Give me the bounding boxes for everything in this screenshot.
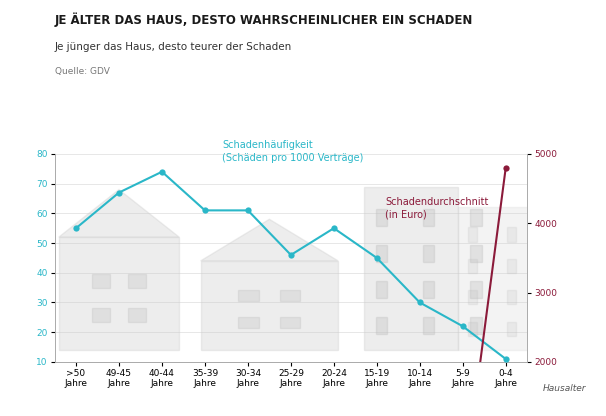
Polygon shape [201,261,338,350]
Polygon shape [468,290,478,305]
Text: Je jünger das Haus, desto teurer der Schaden: Je jünger das Haus, desto teurer der Sch… [55,42,292,52]
Polygon shape [468,259,478,273]
Polygon shape [507,290,516,305]
Polygon shape [468,322,478,336]
Polygon shape [92,308,110,322]
Polygon shape [423,317,435,334]
Polygon shape [59,237,179,350]
Polygon shape [507,322,516,336]
Text: JE ÄLTER DAS HAUS, DESTO WAHRSCHEINLICHER EIN SCHADEN: JE ÄLTER DAS HAUS, DESTO WAHRSCHEINLICHE… [55,12,473,27]
Polygon shape [459,208,536,350]
Polygon shape [507,228,516,242]
Polygon shape [423,281,435,298]
Polygon shape [468,228,478,242]
Polygon shape [376,281,387,298]
Polygon shape [364,187,459,350]
Text: Schadenhäufigkeit
(Schäden pro 1000 Verträge): Schadenhäufigkeit (Schäden pro 1000 Vert… [222,141,364,163]
Polygon shape [280,290,301,301]
Text: Hausalter: Hausalter [542,384,586,394]
Polygon shape [470,245,482,262]
Polygon shape [545,228,554,242]
Polygon shape [92,275,110,288]
Polygon shape [545,259,554,273]
Polygon shape [545,290,554,305]
Polygon shape [128,308,146,322]
Polygon shape [376,210,387,226]
Polygon shape [423,245,435,262]
Polygon shape [201,219,338,261]
Polygon shape [545,322,554,336]
Polygon shape [376,317,387,334]
Polygon shape [507,259,516,273]
Polygon shape [470,317,482,334]
Polygon shape [470,281,482,298]
Text: Quelle: GDV: Quelle: GDV [55,67,110,76]
Polygon shape [280,317,301,328]
Polygon shape [59,190,179,237]
Polygon shape [423,210,435,226]
Polygon shape [238,317,259,328]
Polygon shape [128,275,146,288]
Polygon shape [376,245,387,262]
Text: Schadendurchschnitt
(in Euro): Schadendurchschnitt (in Euro) [385,197,489,220]
Polygon shape [470,210,482,226]
Polygon shape [238,290,259,301]
